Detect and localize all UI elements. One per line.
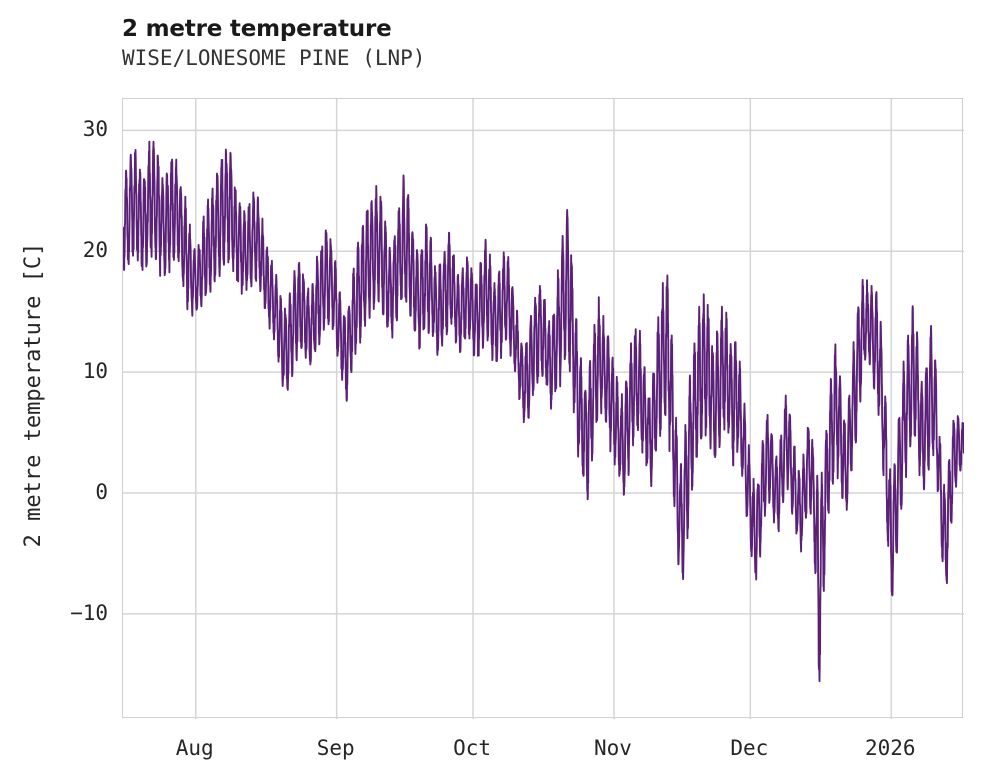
plot-svg — [123, 99, 964, 719]
x-tick-label-oct: Oct — [453, 736, 491, 760]
title-block: 2 metre temperature WISE/LONESOME PINE (… — [122, 14, 962, 72]
y-tick-label-30: 30 — [82, 117, 108, 142]
chart-subtitle: WISE/LONESOME PINE (LNP) — [122, 46, 426, 70]
y-axis-title: 2 metre temperature [C] — [21, 242, 46, 548]
y-tick-label--10: −10 — [70, 600, 108, 625]
y-tick-label-0: 0 — [95, 479, 108, 504]
y-tick-label-10: 10 — [82, 359, 108, 384]
chart-title: 2 metre temperature — [122, 16, 392, 42]
y-tick-label-20: 20 — [82, 238, 108, 263]
x-tick-label-aug: Aug — [175, 736, 214, 760]
x-tick-label-sep: Sep — [316, 736, 355, 760]
x-tick-label-dec: Dec — [730, 736, 769, 760]
x-tick-label-nov: Nov — [593, 736, 632, 760]
y-axis-tick-labels: 30 20 10 0 −10 — [0, 0, 108, 782]
x-tick-label-2026: 2026 — [864, 736, 916, 760]
temperature-series-line — [123, 140, 964, 683]
plot-area — [122, 98, 964, 719]
